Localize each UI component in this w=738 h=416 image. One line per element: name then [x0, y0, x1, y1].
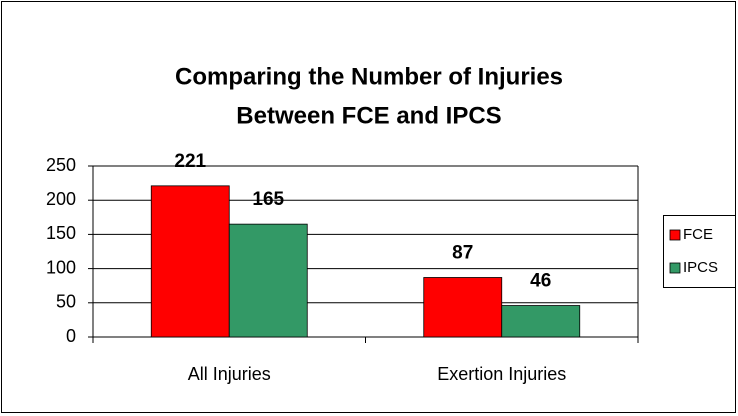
- bar: [423, 277, 503, 338]
- y-tick-label: 200: [46, 189, 76, 209]
- x-tick-label: All Injuries: [188, 364, 271, 384]
- data-label: 221: [174, 151, 206, 172]
- legend-label: FCE: [683, 226, 713, 243]
- y-tick-label: 250: [46, 155, 76, 175]
- legend-swatch: [669, 229, 681, 241]
- x-tick-label: Exertion Injuries: [437, 364, 566, 384]
- y-tick-label: 100: [46, 257, 76, 277]
- y-tick-label: 50: [56, 292, 76, 312]
- y-tick-label: 150: [46, 223, 76, 243]
- chart-title: Comparing the Number of Injuries: [175, 63, 563, 90]
- y-tick-label: 0: [66, 326, 76, 346]
- bar: [228, 223, 308, 338]
- data-label: 165: [252, 189, 284, 210]
- bar: [501, 305, 581, 338]
- data-label: 87: [452, 243, 473, 264]
- legend-box: [663, 215, 736, 288]
- data-label: 46: [530, 271, 551, 292]
- chart-title: Between FCE and IPCS: [236, 102, 501, 129]
- legend-label: IPCS: [683, 259, 718, 276]
- legend-swatch: [669, 262, 681, 274]
- bar: [150, 185, 230, 338]
